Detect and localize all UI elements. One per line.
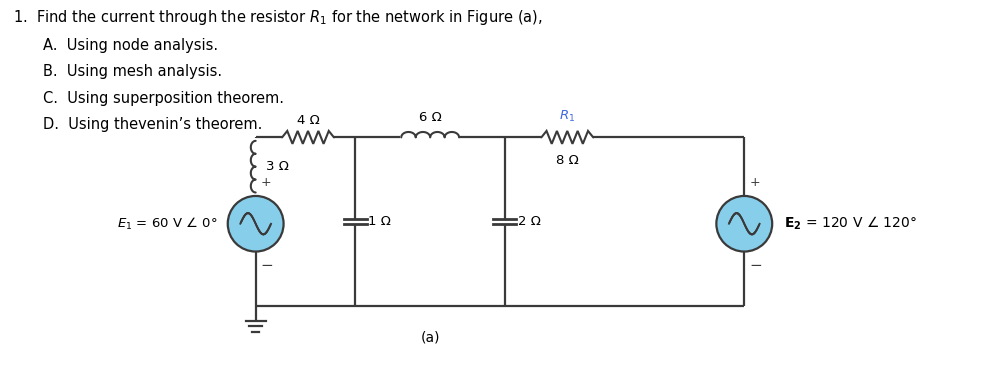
- Text: D.  Using thevenin’s theorem.: D. Using thevenin’s theorem.: [43, 117, 263, 132]
- Text: −: −: [749, 258, 762, 274]
- Text: $E_1$ = 60 V ∠ 0°: $E_1$ = 60 V ∠ 0°: [118, 216, 218, 232]
- Text: C.  Using superposition theorem.: C. Using superposition theorem.: [43, 91, 284, 106]
- Text: 6 Ω: 6 Ω: [419, 111, 441, 124]
- Text: 1.  Find the current through the resistor $R_1$ for the network in Figure (a),: 1. Find the current through the resistor…: [14, 8, 543, 27]
- Text: (a): (a): [421, 331, 439, 345]
- Text: +: +: [749, 176, 760, 189]
- Circle shape: [716, 196, 772, 252]
- Text: 4 Ω: 4 Ω: [296, 114, 320, 127]
- Circle shape: [228, 196, 284, 252]
- Text: −: −: [261, 258, 274, 274]
- Text: 1 Ω: 1 Ω: [368, 215, 391, 228]
- Text: $\mathbf{E_2}$ = 120 V ∠ 120°: $\mathbf{E_2}$ = 120 V ∠ 120°: [784, 215, 917, 232]
- Text: 8 Ω: 8 Ω: [556, 154, 579, 167]
- Text: 3 Ω: 3 Ω: [266, 160, 288, 173]
- Text: B.  Using mesh analysis.: B. Using mesh analysis.: [43, 64, 223, 80]
- Text: 2 Ω: 2 Ω: [518, 215, 541, 228]
- Text: $R_1$: $R_1$: [559, 110, 576, 124]
- Text: +: +: [261, 176, 272, 189]
- Text: A.  Using node analysis.: A. Using node analysis.: [43, 38, 219, 53]
